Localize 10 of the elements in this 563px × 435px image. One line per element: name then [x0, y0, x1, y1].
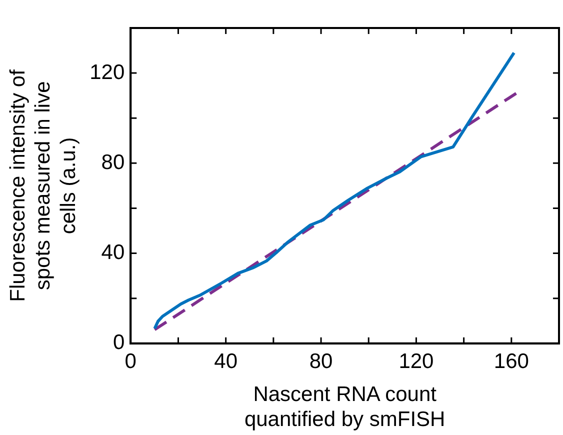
y-axis-title: Fluorescence intensity of spots measured in live cells (a.u.) — [6, 69, 80, 302]
y-tick-label: 0 — [112, 331, 125, 354]
x-tick-label: 80 — [309, 350, 333, 373]
x-tick-label: 40 — [214, 350, 238, 373]
x-tick-label: 160 — [494, 350, 529, 373]
y-tick-label: 40 — [101, 241, 125, 264]
y-tick-label: 120 — [90, 60, 125, 84]
x-tick-label: 120 — [398, 350, 434, 373]
x-axis-title: Nascent RNA count quantified by smFISH — [244, 382, 446, 432]
y-tick-label: 80 — [101, 150, 125, 174]
